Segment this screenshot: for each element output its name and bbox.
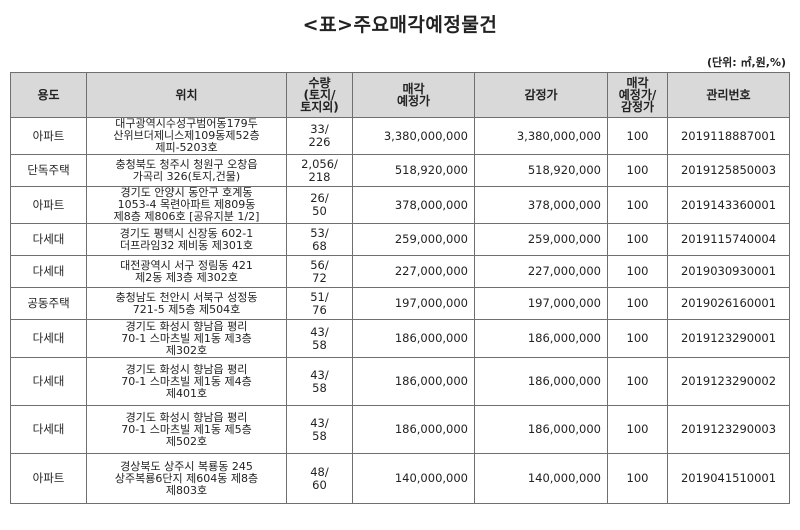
cell-area: 51/ 76 bbox=[286, 287, 353, 320]
cell-location: 충청남도 천안시 서북구 성정동 721-5 제5층 제504호 bbox=[86, 287, 287, 320]
cell-area: 2,056/ 218 bbox=[286, 154, 353, 187]
header-usage: 용도 bbox=[10, 72, 87, 118]
cell-mgmt-number: 2019123290003 bbox=[667, 405, 790, 454]
cell-sale-price: 140,000,000 bbox=[352, 453, 475, 504]
cell-sale-price: 518,920,000 bbox=[352, 154, 475, 187]
cell-ratio: 100 bbox=[607, 453, 668, 504]
cell-location: 충청북도 청주시 청원구 오창읍 가곡리 326(토지,건물) bbox=[86, 154, 287, 187]
cell-usage: 다세대 bbox=[10, 357, 87, 406]
cell-appraisal: 259,000,000 bbox=[474, 223, 608, 256]
cell-location: 경기도 평택시 신장동 602-1 더프라임32 제비동 제301호 bbox=[86, 223, 287, 256]
cell-usage: 다세대 bbox=[10, 405, 87, 454]
cell-usage: 공동주택 bbox=[10, 287, 87, 320]
cell-ratio: 100 bbox=[607, 255, 668, 288]
cell-ratio: 100 bbox=[607, 357, 668, 406]
cell-mgmt-number: 2019026160001 bbox=[667, 287, 790, 320]
cell-area: 53/ 68 bbox=[286, 223, 353, 256]
cell-mgmt-number: 2019123290001 bbox=[667, 319, 790, 358]
table-row: 아파트 경상북도 상주시 복룡동 245 상주복룡6단지 제604동 제8층 제… bbox=[10, 453, 790, 504]
cell-sale-price: 186,000,000 bbox=[352, 405, 475, 454]
cell-usage: 다세대 bbox=[10, 319, 87, 358]
table-row: 공동주택 충청남도 천안시 서북구 성정동 721-5 제5층 제504호 51… bbox=[10, 287, 790, 320]
cell-usage: 다세대 bbox=[10, 223, 87, 256]
cell-appraisal: 518,920,000 bbox=[474, 154, 608, 187]
table-row: 단독주택 충청북도 청주시 청원구 오창읍 가곡리 326(토지,건물) 2,0… bbox=[10, 154, 790, 187]
cell-area: 56/ 72 bbox=[286, 255, 353, 288]
unit-note: (단위: ㎡,원,%) bbox=[706, 56, 786, 69]
cell-appraisal: 197,000,000 bbox=[474, 287, 608, 320]
header-sale-price: 매각 예정가 bbox=[352, 72, 475, 118]
cell-sale-price: 259,000,000 bbox=[352, 223, 475, 256]
cell-area: 48/ 60 bbox=[286, 453, 353, 504]
cell-location: 경기도 화성시 향남읍 평리 70-1 스마츠빌 제1동 제4층 제401호 bbox=[86, 357, 287, 406]
cell-ratio: 100 bbox=[607, 186, 668, 224]
cell-usage: 다세대 bbox=[10, 255, 87, 288]
header-area: 수량 (토지/ 토지외) bbox=[286, 72, 353, 118]
cell-usage: 아파트 bbox=[10, 453, 87, 504]
cell-location: 경기도 화성시 향남읍 평리 70-1 스마츠빌 제1동 제3층 제302호 bbox=[86, 319, 287, 358]
cell-area: 33/ 226 bbox=[286, 117, 353, 155]
cell-mgmt-number: 2019115740004 bbox=[667, 223, 790, 256]
table-row: 아파트 대구광역시수성구범어동179두 산위브더제니스제109동제52층 제피-… bbox=[10, 117, 790, 155]
cell-area: 43/ 58 bbox=[286, 357, 353, 406]
cell-location: 경상북도 상주시 복룡동 245 상주복룡6단지 제604동 제8층 제803호 bbox=[86, 453, 287, 504]
header-appraisal: 감정가 bbox=[474, 72, 608, 118]
table-row: 다세대 경기도 평택시 신장동 602-1 더프라임32 제비동 제301호 5… bbox=[10, 223, 790, 256]
cell-sale-price: 378,000,000 bbox=[352, 186, 475, 224]
table-row: 다세대 경기도 화성시 향남읍 평리 70-1 스마츠빌 제1동 제3층 제30… bbox=[10, 319, 790, 358]
cell-usage: 단독주택 bbox=[10, 154, 87, 187]
cell-location: 경기도 안양시 동안구 호계동 1053-4 목련아파트 제809동 제8층 제… bbox=[86, 186, 287, 224]
cell-ratio: 100 bbox=[607, 154, 668, 187]
cell-area: 43/ 58 bbox=[286, 319, 353, 358]
table-row: 아파트 경기도 안양시 동안구 호계동 1053-4 목련아파트 제809동 제… bbox=[10, 186, 790, 224]
document-title: <표>주요매각예정물건 bbox=[302, 14, 498, 36]
header-ratio: 매각 예정가/ 감정가 bbox=[607, 72, 668, 118]
cell-location: 대구광역시수성구범어동179두 산위브더제니스제109동제52층 제피-5203… bbox=[86, 117, 287, 155]
cell-location: 경기도 화성시 향남읍 평리 70-1 스마츠빌 제1동 제5층 제502호 bbox=[86, 405, 287, 454]
cell-sale-price: 186,000,000 bbox=[352, 357, 475, 406]
cell-ratio: 100 bbox=[607, 287, 668, 320]
cell-area: 26/ 50 bbox=[286, 186, 353, 224]
cell-appraisal: 186,000,000 bbox=[474, 357, 608, 406]
cell-appraisal: 3,380,000,000 bbox=[474, 117, 608, 155]
table-header-row: 용도 위치 수량 (토지/ 토지외) 매각 예정가 감정가 매각 예정가/ 감정… bbox=[10, 72, 790, 118]
cell-ratio: 100 bbox=[607, 223, 668, 256]
table-row: 다세대 대전광역시 서구 정림동 421 제2동 제3층 제302호 56/ 7… bbox=[10, 255, 790, 288]
cell-appraisal: 186,000,000 bbox=[474, 405, 608, 454]
cell-area: 43/ 58 bbox=[286, 405, 353, 454]
cell-ratio: 100 bbox=[607, 405, 668, 454]
cell-ratio: 100 bbox=[607, 319, 668, 358]
cell-appraisal: 140,000,000 bbox=[474, 453, 608, 504]
cell-sale-price: 186,000,000 bbox=[352, 319, 475, 358]
cell-usage: 아파트 bbox=[10, 186, 87, 224]
cell-appraisal: 227,000,000 bbox=[474, 255, 608, 288]
cell-sale-price: 3,380,000,000 bbox=[352, 117, 475, 155]
cell-appraisal: 186,000,000 bbox=[474, 319, 608, 358]
header-location: 위치 bbox=[86, 72, 287, 118]
table-row: 다세대 경기도 화성시 향남읍 평리 70-1 스마츠빌 제1동 제4층 제40… bbox=[10, 357, 790, 406]
cell-mgmt-number: 2019030930001 bbox=[667, 255, 790, 288]
cell-mgmt-number: 2019123290002 bbox=[667, 357, 790, 406]
cell-mgmt-number: 2019041510001 bbox=[667, 453, 790, 504]
header-mgmt-number: 관리번호 bbox=[667, 72, 790, 118]
cell-ratio: 100 bbox=[607, 117, 668, 155]
cell-mgmt-number: 2019125850003 bbox=[667, 154, 790, 187]
property-sale-table: 용도 위치 수량 (토지/ 토지외) 매각 예정가 감정가 매각 예정가/ 감정… bbox=[10, 72, 790, 504]
cell-appraisal: 378,000,000 bbox=[474, 186, 608, 224]
table-row: 다세대 경기도 화성시 향남읍 평리 70-1 스마츠빌 제1동 제5층 제50… bbox=[10, 405, 790, 454]
cell-usage: 아파트 bbox=[10, 117, 87, 155]
cell-sale-price: 197,000,000 bbox=[352, 287, 475, 320]
cell-sale-price: 227,000,000 bbox=[352, 255, 475, 288]
cell-mgmt-number: 2019118887001 bbox=[667, 117, 790, 155]
cell-location: 대전광역시 서구 정림동 421 제2동 제3층 제302호 bbox=[86, 255, 287, 288]
cell-mgmt-number: 2019143360001 bbox=[667, 186, 790, 224]
